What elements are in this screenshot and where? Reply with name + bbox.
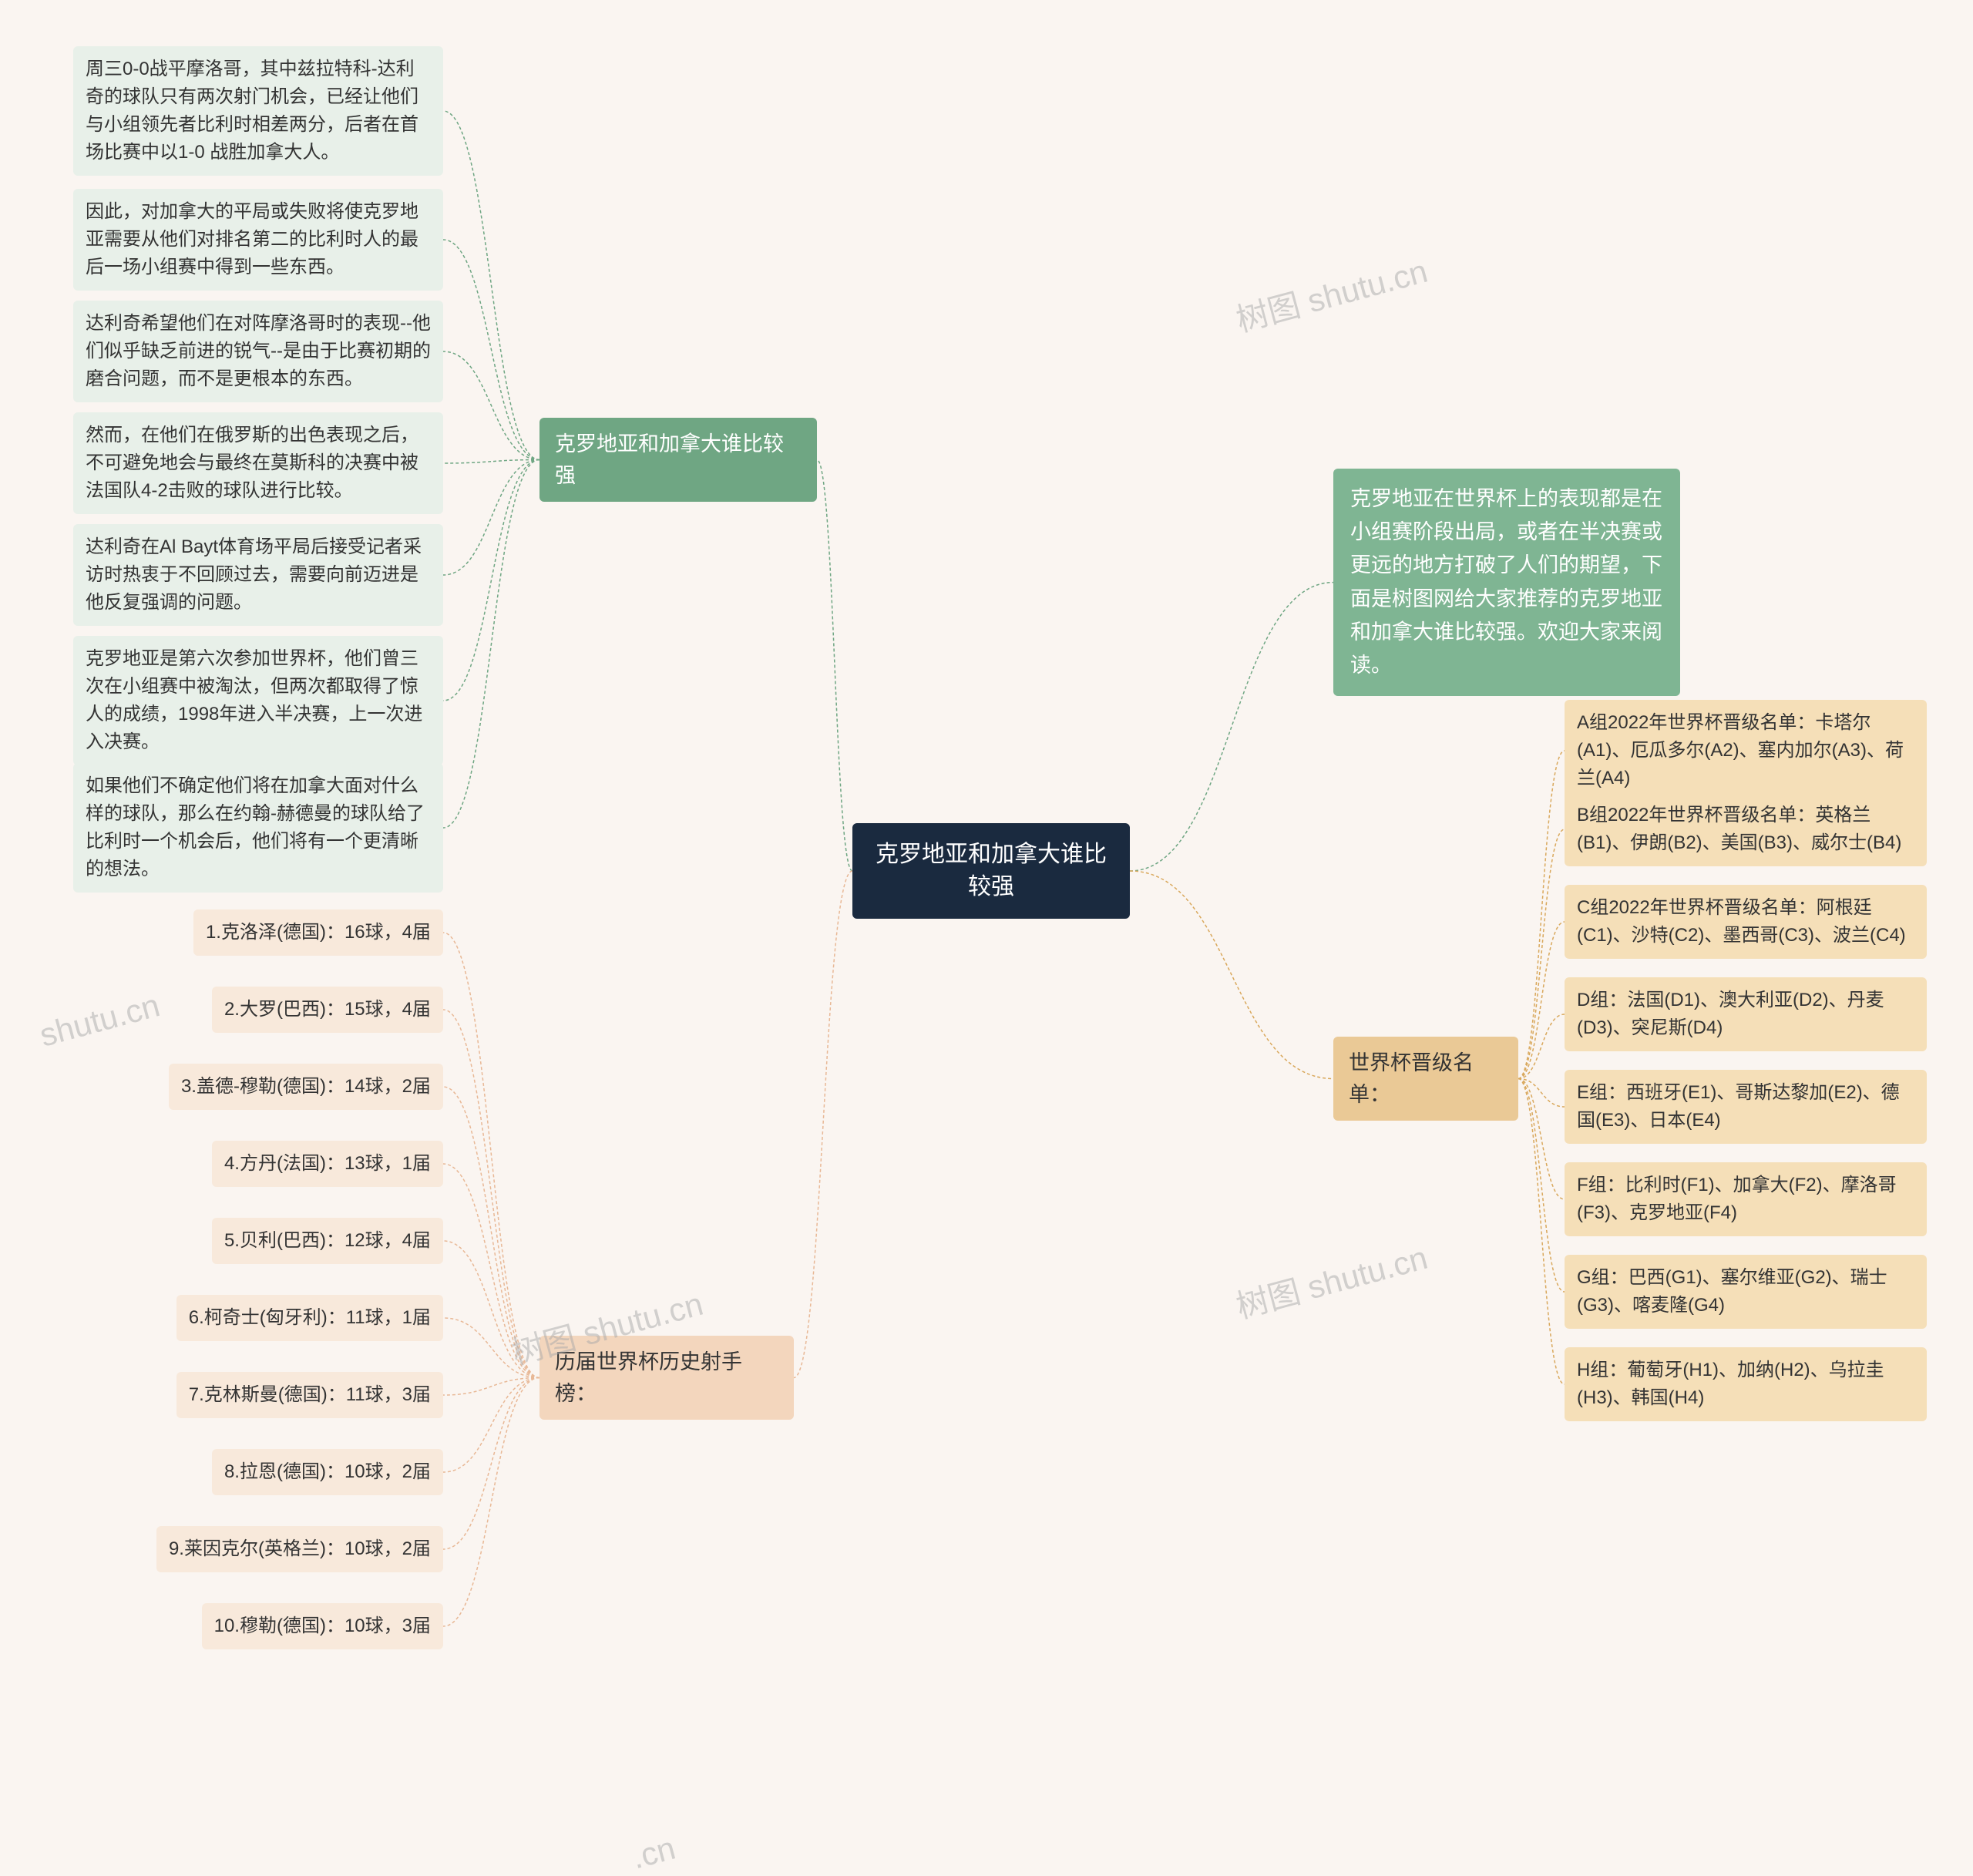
watermark-0: 树图 shutu.cn <box>1230 245 1432 341</box>
groups-leaf-text-5: F组：比利时(F1)、加拿大(F2)、摩洛哥(F3)、克罗地亚(F4) <box>1577 1175 1897 1223</box>
watermark-2: 树图 shutu.cn <box>1230 1232 1432 1328</box>
watermark-4: .cn <box>628 1830 680 1876</box>
groups-leaf-text-7: H组：葡萄牙(H1)、加纳(H2)、乌拉圭(H3)、韩国(H4) <box>1577 1360 1884 1408</box>
groups-leaf-2: C组2022年世界杯晋级名单：阿根廷(C1)、沙特(C2)、墨西哥(C3)、波兰… <box>1565 885 1927 959</box>
scorers-leaf-9: 10.穆勒(德国)：10球，3届 <box>202 1603 443 1649</box>
scorers-leaf-6: 7.克林斯曼(德国)：11球，3届 <box>176 1372 443 1418</box>
scorers-leaf-text-2: 3.盖德-穆勒(德国)：14球，2届 <box>181 1076 431 1097</box>
groups-leaf-text-1: B组2022年世界杯晋级名单：英格兰(B1)、伊朗(B2)、美国(B3)、威尔士… <box>1577 805 1901 853</box>
scorers-leaf-text-0: 1.克洛泽(德国)：16球，4届 <box>206 922 431 943</box>
comparison-leaf-1: 因此，对加拿大的平局或失败将使克罗地亚需要从他们对排名第二的比利时人的最后一场小… <box>73 189 443 291</box>
branch-scorers-label: 历届世界杯历史射手榜： <box>555 1350 742 1405</box>
scorers-leaf-text-3: 4.方丹(法国)：13球，1届 <box>224 1153 431 1174</box>
comparison-leaf-6: 如果他们不确定他们将在加拿大面对什么样的球队，那么在约翰-赫德曼的球队给了比利时… <box>73 763 443 893</box>
groups-leaf-0: A组2022年世界杯晋级名单：卡塔尔(A1)、厄瓜多尔(A2)、塞内加尔(A3)… <box>1565 700 1927 802</box>
center-title: 克罗地亚和加拿大谁比较强 <box>876 842 1107 899</box>
intro-node: 克罗地亚在世界杯上的表现都是在小组赛阶段出局，或者在半决赛或更远的地方打破了人们… <box>1333 469 1680 696</box>
groups-leaf-6: G组：巴西(G1)、塞尔维亚(G2)、瑞士(G3)、喀麦隆(G4) <box>1565 1255 1927 1329</box>
center-node: 克罗地亚和加拿大谁比较强 <box>852 823 1130 919</box>
groups-leaf-1: B组2022年世界杯晋级名单：英格兰(B1)、伊朗(B2)、美国(B3)、威尔士… <box>1565 792 1927 866</box>
branch-comparison: 克罗地亚和加拿大谁比较强 <box>539 418 817 502</box>
comparison-leaf-text-4: 达利奇在Al Bayt体育场平局后接受记者采访时热衷于不回顾过去，需要向前迈进是… <box>86 536 422 613</box>
branch-groups: 世界杯晋级名单： <box>1333 1037 1518 1121</box>
comparison-leaf-2: 达利奇希望他们在对阵摩洛哥时的表现--他们似乎缺乏前进的锐气--是由于比赛初期的… <box>73 301 443 402</box>
groups-leaf-text-0: A组2022年世界杯晋级名单：卡塔尔(A1)、厄瓜多尔(A2)、塞内加尔(A3)… <box>1577 712 1904 788</box>
comparison-leaf-4: 达利奇在Al Bayt体育场平局后接受记者采访时热衷于不回顾过去，需要向前迈进是… <box>73 524 443 626</box>
scorers-leaf-0: 1.克洛泽(德国)：16球，4届 <box>193 909 443 956</box>
groups-leaf-text-6: G组：巴西(G1)、塞尔维亚(G2)、瑞士(G3)、喀麦隆(G4) <box>1577 1267 1887 1316</box>
scorers-leaf-text-1: 2.大罗(巴西)：15球，4届 <box>224 999 431 1020</box>
scorers-leaf-text-8: 9.莱因克尔(英格兰)：10球，2届 <box>169 1538 431 1559</box>
comparison-leaf-text-0: 周三0-0战平摩洛哥，其中兹拉特科-达利奇的球队只有两次射门机会，已经让他们与小… <box>86 59 418 163</box>
intro-text: 克罗地亚在世界杯上的表现都是在小组赛阶段出局，或者在半决赛或更远的地方打破了人们… <box>1350 487 1662 677</box>
groups-leaf-text-4: E组：西班牙(E1)、哥斯达黎加(E2)、德国(E3)、日本(E4) <box>1577 1082 1900 1131</box>
comparison-leaf-text-2: 达利奇希望他们在对阵摩洛哥时的表现--他们似乎缺乏前进的锐气--是由于比赛初期的… <box>86 313 431 389</box>
scorers-leaf-2: 3.盖德-穆勒(德国)：14球，2届 <box>169 1064 443 1110</box>
comparison-leaf-5: 克罗地亚是第六次参加世界杯，他们曾三次在小组赛中被淘汰，但两次都取得了惊人的成绩… <box>73 636 443 765</box>
groups-leaf-text-3: D组：法国(D1)、澳大利亚(D2)、丹麦(D3)、突尼斯(D4) <box>1577 990 1884 1038</box>
scorers-leaf-3: 4.方丹(法国)：13球，1届 <box>212 1141 443 1187</box>
scorers-leaf-5: 6.柯奇士(匈牙利)：11球，1届 <box>176 1295 443 1341</box>
scorers-leaf-text-7: 8.拉恩(德国)：10球，2届 <box>224 1461 431 1482</box>
comparison-leaf-3: 然而，在他们在俄罗斯的出色表现之后，不可避免地会与最终在莫斯科的决赛中被法国队4… <box>73 412 443 514</box>
scorers-leaf-4: 5.贝利(巴西)：12球，4届 <box>212 1218 443 1264</box>
groups-leaf-7: H组：葡萄牙(H1)、加纳(H2)、乌拉圭(H3)、韩国(H4) <box>1565 1347 1927 1421</box>
comparison-leaf-0: 周三0-0战平摩洛哥，其中兹拉特科-达利奇的球队只有两次射门机会，已经让他们与小… <box>73 46 443 176</box>
scorers-leaf-text-6: 7.克林斯曼(德国)：11球，3届 <box>189 1384 431 1405</box>
scorers-leaf-1: 2.大罗(巴西)：15球，4届 <box>212 987 443 1033</box>
groups-leaf-4: E组：西班牙(E1)、哥斯达黎加(E2)、德国(E3)、日本(E4) <box>1565 1070 1927 1144</box>
comparison-leaf-text-1: 因此，对加拿大的平局或失败将使克罗地亚需要从他们对排名第二的比利时人的最后一场小… <box>86 201 418 277</box>
scorers-leaf-8: 9.莱因克尔(英格兰)：10球，2届 <box>156 1526 443 1572</box>
comparison-leaf-text-6: 如果他们不确定他们将在加拿大面对什么样的球队，那么在约翰-赫德曼的球队给了比利时… <box>86 775 425 879</box>
scorers-leaf-text-4: 5.贝利(巴西)：12球，4届 <box>224 1230 431 1251</box>
watermark-3: shutu.cn <box>35 987 163 1054</box>
comparison-leaf-text-3: 然而，在他们在俄罗斯的出色表现之后，不可避免地会与最终在莫斯科的决赛中被法国队4… <box>86 425 418 501</box>
groups-leaf-5: F组：比利时(F1)、加拿大(F2)、摩洛哥(F3)、克罗地亚(F4) <box>1565 1162 1927 1236</box>
groups-leaf-3: D组：法国(D1)、澳大利亚(D2)、丹麦(D3)、突尼斯(D4) <box>1565 977 1927 1051</box>
groups-leaf-text-2: C组2022年世界杯晋级名单：阿根廷(C1)、沙特(C2)、墨西哥(C3)、波兰… <box>1577 897 1906 946</box>
branch-scorers: 历届世界杯历史射手榜： <box>539 1336 794 1420</box>
scorers-leaf-text-9: 10.穆勒(德国)：10球，3届 <box>214 1615 431 1636</box>
branch-comparison-label: 克罗地亚和加拿大谁比较强 <box>555 432 784 487</box>
comparison-leaf-text-5: 克罗地亚是第六次参加世界杯，他们曾三次在小组赛中被淘汰，但两次都取得了惊人的成绩… <box>86 648 422 752</box>
scorers-leaf-7: 8.拉恩(德国)：10球，2届 <box>212 1449 443 1495</box>
scorers-leaf-text-5: 6.柯奇士(匈牙利)：11球，1届 <box>189 1307 431 1328</box>
branch-groups-label: 世界杯晋级名单： <box>1349 1051 1474 1106</box>
